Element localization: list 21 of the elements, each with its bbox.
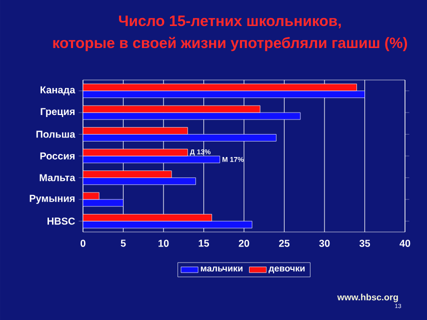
x-tick-label: 40 [400,240,410,247]
x-tick-label: 30 [319,240,330,247]
legend-label: мальчики [200,266,242,272]
x-tick-label: 35 [359,240,370,247]
y-tick-label: Румыния [30,194,75,204]
y-tick-label: Мальта [40,174,76,182]
x-tick-label: 10 [158,240,169,247]
y-tick-label: Греция [40,108,75,118]
y-tick-label: HBSC [48,218,75,225]
x-tick-label: 5 [120,240,126,247]
x-tick-label: 15 [198,240,210,247]
text: www.hbsc.org [337,294,398,302]
chart-subtitle: которые в своей жизни употребляли гашиш (%) [53,36,408,52]
chart-title: Число 15-летних школьников, [119,16,341,28]
y-tick-label: Польша [36,130,76,138]
x-tick-label: 25 [279,240,290,247]
y-tick-label: Канада [40,86,76,96]
y-tick-label: Россия [40,152,75,160]
x-tick-label: 20 [238,240,250,247]
legend-label: девочки [268,266,305,274]
x-tick-label: 0 [80,240,86,247]
